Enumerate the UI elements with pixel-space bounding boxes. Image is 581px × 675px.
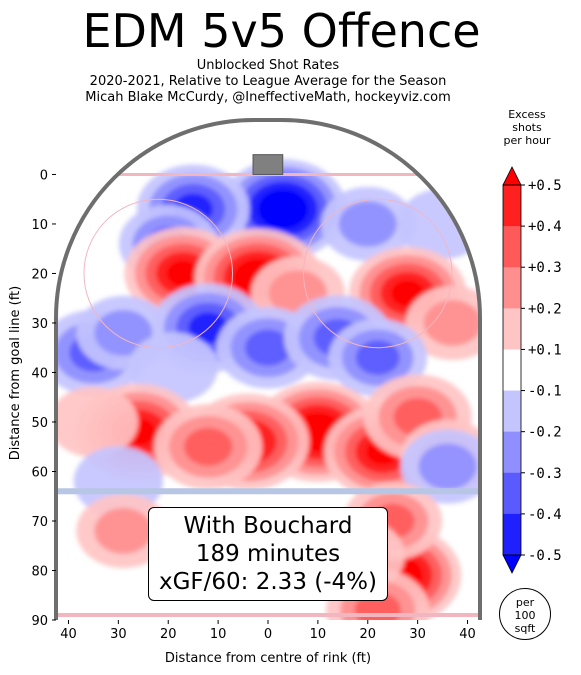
colorbar-extend-top [502,166,522,186]
heat-contour [302,419,334,445]
y-tick-label: 50 [31,416,48,431]
x-tick-label: 30 [409,627,426,642]
heat-contour [418,443,477,490]
heat-contour [56,386,139,458]
y-tick-label: 80 [31,564,48,579]
heat-spot [154,404,263,490]
colorbar-tick-label: -0.4 [528,507,562,523]
y-tick-label: 10 [31,218,48,233]
x-axis-label: Distance from centre of rink (ft) [165,651,371,666]
x-tick-label: 40 [459,627,476,642]
colorbar-tick-label: -0.5 [528,548,562,564]
colorbar-band [503,513,521,556]
heat-spot [56,386,139,458]
colorbar-title: Excess shots per hour [495,108,559,147]
colorbar-tick-label: +0.1 [528,342,562,358]
colorbar-band [503,267,521,309]
colorbar-band [503,349,521,392]
colorbar-title-line: shots [512,121,542,134]
rink-boards [54,118,482,620]
y-tick-label: 90 [31,614,48,629]
rink-markings [56,154,480,618]
colorbar-band [503,185,521,227]
colorbar-band [503,226,521,268]
x-tick-label: 20 [160,627,177,642]
y-tick-label: 60 [31,465,48,480]
heat-contour [245,329,291,366]
colorbar-tick-label: -0.1 [528,384,562,400]
y-tick-label: 70 [31,515,48,530]
colorbar-band [503,390,521,433]
units-line: sqft [514,622,536,635]
x-tick-label: 40 [60,627,77,642]
heat-contour [267,196,299,222]
faceoff-circle-right [302,198,453,349]
heat-spot [405,285,480,361]
y-tick-label: 40 [31,366,48,381]
chart-subtitle-line-2: 2020-2021, Relative to League Average fo… [89,74,447,89]
minutes-line: 189 minutes [195,541,341,567]
x-tick-label: 10 [210,627,227,642]
heat-contour [94,310,153,356]
heat-spot [320,186,415,262]
colorbar-title-line: Excess [508,108,546,121]
x-tick-label: 10 [310,627,327,642]
heat-contour [355,340,400,375]
axes: 40 30 20 10 0 10 20 30 40 0 10 20 30 40 50 60 70 80 90 Dist… [8,168,476,666]
heat-spot [76,493,171,569]
colorbar-frame [502,184,522,556]
heat-contour [338,201,397,247]
colorbar: +0.5 +0.4 +0.3 +0.2 +0.1 -0.1 -0.2 -0.3 -0.4 -0.5 [502,166,562,574]
chart-title: EDM 5v5 Offence [82,4,481,58]
colorbar-tick-label: -0.3 [528,466,562,482]
y-tick-label: 20 [31,267,48,282]
x-tick-label: 20 [359,627,376,642]
colorbar-title-line: per hour [503,134,551,147]
x-tick-label: 0 [264,627,272,642]
heat-contour [94,508,153,554]
heat-spot [219,158,347,260]
y-tick-label: 0 [40,168,48,183]
heat-spot [400,429,480,504]
player-name-line: With Bouchard [183,513,353,539]
xgf-line: xGF/60: 2.33 (-4%) [159,569,377,595]
colorbar-tick-label: +0.4 [528,219,562,235]
units-badge: per 100 sqft [499,588,551,640]
heat-contour [166,260,200,287]
y-axis-label: Distance from goal line (ft) [8,286,23,460]
colorbar-band [503,308,521,350]
chart-subtitle-line-1: Unblocked Shot Rates [196,58,340,73]
goal-net [252,154,284,175]
colorbar-band [503,431,521,474]
colorbar-tick-label: +0.3 [528,260,562,276]
x-tick-label: 30 [110,627,127,642]
player-summary-box: With Bouchard 189 minutes xGF/60: 2.33 (… [148,507,388,601]
colorbar-extend-bottom [502,554,522,574]
units-line: per [515,596,535,609]
colorbar-tick-label: +0.5 [528,178,562,194]
heat-contour [354,591,401,620]
heat-contour [184,427,233,466]
units-line: 100 [514,609,536,622]
colorbar-tick-label: -0.2 [528,425,562,441]
faceoff-circle-left [83,198,234,349]
chart-subtitle-line-3: Micah Blake McCurdy, @IneffectiveMath, h… [85,90,451,105]
y-tick-label: 30 [31,317,48,332]
colorbar-band [503,472,521,515]
colorbar-tick-label: +0.2 [528,301,562,317]
heat-contour [423,300,480,346]
